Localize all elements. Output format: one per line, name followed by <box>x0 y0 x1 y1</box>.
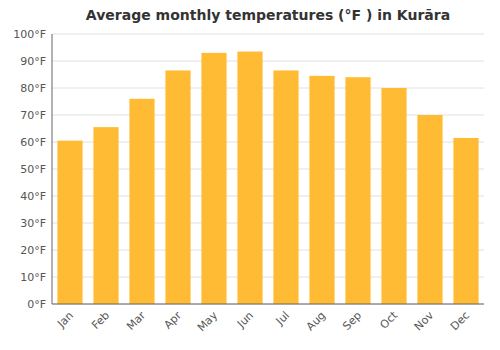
y-axis-line <box>52 34 53 304</box>
y-tick-label: 40°F <box>20 190 46 203</box>
bars <box>57 52 478 304</box>
y-tick-label: 50°F <box>20 163 46 176</box>
x-tick-label: Mar <box>124 309 148 333</box>
grid-line <box>52 88 484 89</box>
x-axis-line <box>52 304 484 305</box>
x-tick-label: Nov <box>412 309 437 334</box>
y-tick-label: 70°F <box>20 109 46 122</box>
x-tick-label: Aug <box>304 309 328 333</box>
x-tick-label: May <box>195 309 221 335</box>
y-tick-label: 0°F <box>27 298 46 311</box>
y-tick-label: 20°F <box>20 244 46 257</box>
bar <box>417 115 442 304</box>
y-tick-label: 10°F <box>20 271 46 284</box>
bar <box>57 141 82 304</box>
x-tick-label: Apr <box>161 309 184 332</box>
bar <box>453 138 478 304</box>
bar <box>201 53 226 304</box>
y-tick-label: 30°F <box>20 217 46 230</box>
bar <box>273 70 298 304</box>
x-tick-label: Jan <box>54 309 76 331</box>
bar <box>165 70 190 304</box>
bar <box>129 99 154 304</box>
title: Average monthly temperatures (°F ) in Ku… <box>86 7 450 23</box>
x-tick-label: Jul <box>273 309 292 328</box>
chart: Average monthly temperatures (°F ) in Ku… <box>0 0 500 350</box>
y-tick-label: 60°F <box>20 136 46 149</box>
x-tick-label: Jun <box>234 309 256 331</box>
y-axis: 0°F 10°F 20°F 30°F 40°F 50°F 60°F 70°F 80°F 90°F 1… <box>13 28 46 311</box>
x-axis: Jan Feb Mar Apr May Jun Jul Aug Sep Oct Nov Dec <box>54 308 472 334</box>
y-tick-label: 80°F <box>20 82 46 95</box>
grid-line <box>52 304 484 305</box>
bar <box>381 88 406 304</box>
page: {"chart_data": {"type": "bar", "title": … <box>0 0 500 350</box>
x-tick-label: Oct <box>377 308 400 331</box>
grid <box>52 34 484 304</box>
grid-line <box>52 34 484 35</box>
y-tick-label: 90°F <box>20 55 46 68</box>
x-tick-label: Feb <box>89 309 112 332</box>
x-tick-label: Sep <box>340 309 364 333</box>
y-tick-label: 100°F <box>13 28 46 41</box>
bar <box>309 76 334 304</box>
grid-line <box>52 61 484 62</box>
bar <box>237 52 262 304</box>
x-tick-label: Dec <box>448 309 472 333</box>
bar <box>345 77 370 304</box>
bar <box>93 127 118 304</box>
